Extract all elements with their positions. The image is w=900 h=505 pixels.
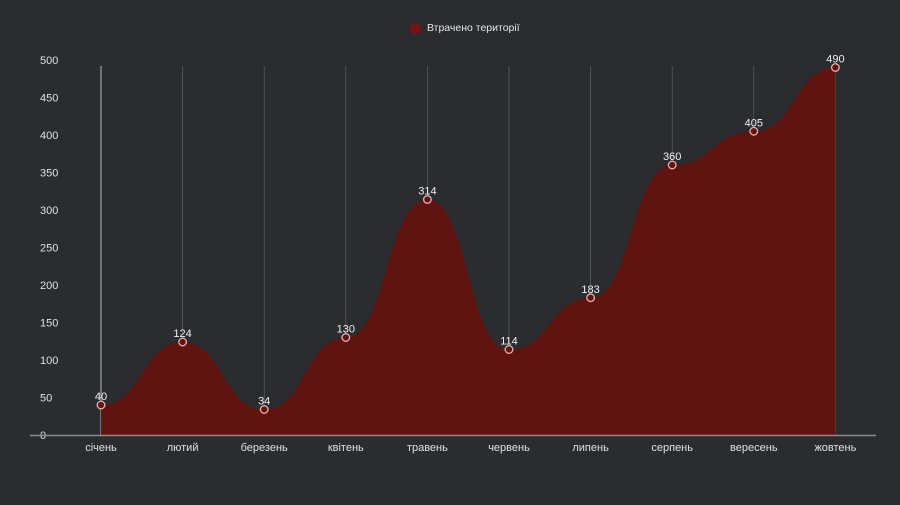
area-series — [101, 67, 836, 435]
data-label: 114 — [500, 336, 518, 348]
data-point-marker[interactable] — [504, 345, 514, 355]
y-tick-label: 300 — [40, 205, 58, 217]
y-tick-label: 50 — [40, 393, 52, 405]
x-tick-label: червень — [488, 442, 530, 454]
x-tick-label: лютий — [167, 442, 199, 454]
x-tick-label: березень — [241, 442, 288, 454]
data-point-marker[interactable] — [259, 405, 269, 415]
y-tick-label: 250 — [40, 243, 58, 255]
y-tick-label: 100 — [40, 355, 58, 367]
data-point-marker[interactable] — [341, 333, 351, 343]
data-point-marker[interactable] — [96, 400, 106, 410]
data-point-marker[interactable] — [830, 63, 840, 73]
y-tick-label: 200 — [40, 280, 58, 292]
y-tick-label: 350 — [40, 168, 58, 180]
data-point-marker[interactable] — [667, 160, 677, 170]
legend[interactable]: Втрачено території — [410, 22, 520, 34]
data-label: 314 — [418, 186, 436, 198]
x-tick-label: січень — [85, 442, 117, 454]
x-tick-label: вересень — [730, 442, 778, 454]
x-tick-label: квітень — [328, 442, 364, 454]
data-point-marker[interactable] — [422, 194, 432, 204]
x-tick-label: травень — [407, 442, 448, 454]
y-tick-label: 450 — [40, 93, 58, 105]
legend-label: Втрачено території — [427, 22, 520, 34]
data-label: 34 — [258, 396, 270, 408]
y-tick-label: 500 — [40, 55, 58, 67]
y-tick-label: 400 — [40, 130, 58, 142]
x-tick-label: серпень — [651, 442, 693, 454]
x-tick-label: липень — [572, 442, 609, 454]
data-label: 124 — [173, 328, 191, 340]
x-tick-label: жовтень — [814, 442, 856, 454]
data-label: 40 — [95, 391, 107, 403]
legend-swatch-icon — [410, 22, 421, 34]
data-point-marker[interactable] — [178, 337, 188, 347]
data-label: 405 — [745, 117, 763, 129]
data-label: 183 — [581, 284, 599, 296]
data-label: 360 — [663, 151, 681, 163]
y-tick-label: 150 — [40, 318, 58, 330]
data-point-marker[interactable] — [749, 126, 759, 136]
data-label: 130 — [337, 324, 355, 336]
data-label: 490 — [826, 54, 844, 66]
data-point-marker[interactable] — [586, 293, 596, 303]
